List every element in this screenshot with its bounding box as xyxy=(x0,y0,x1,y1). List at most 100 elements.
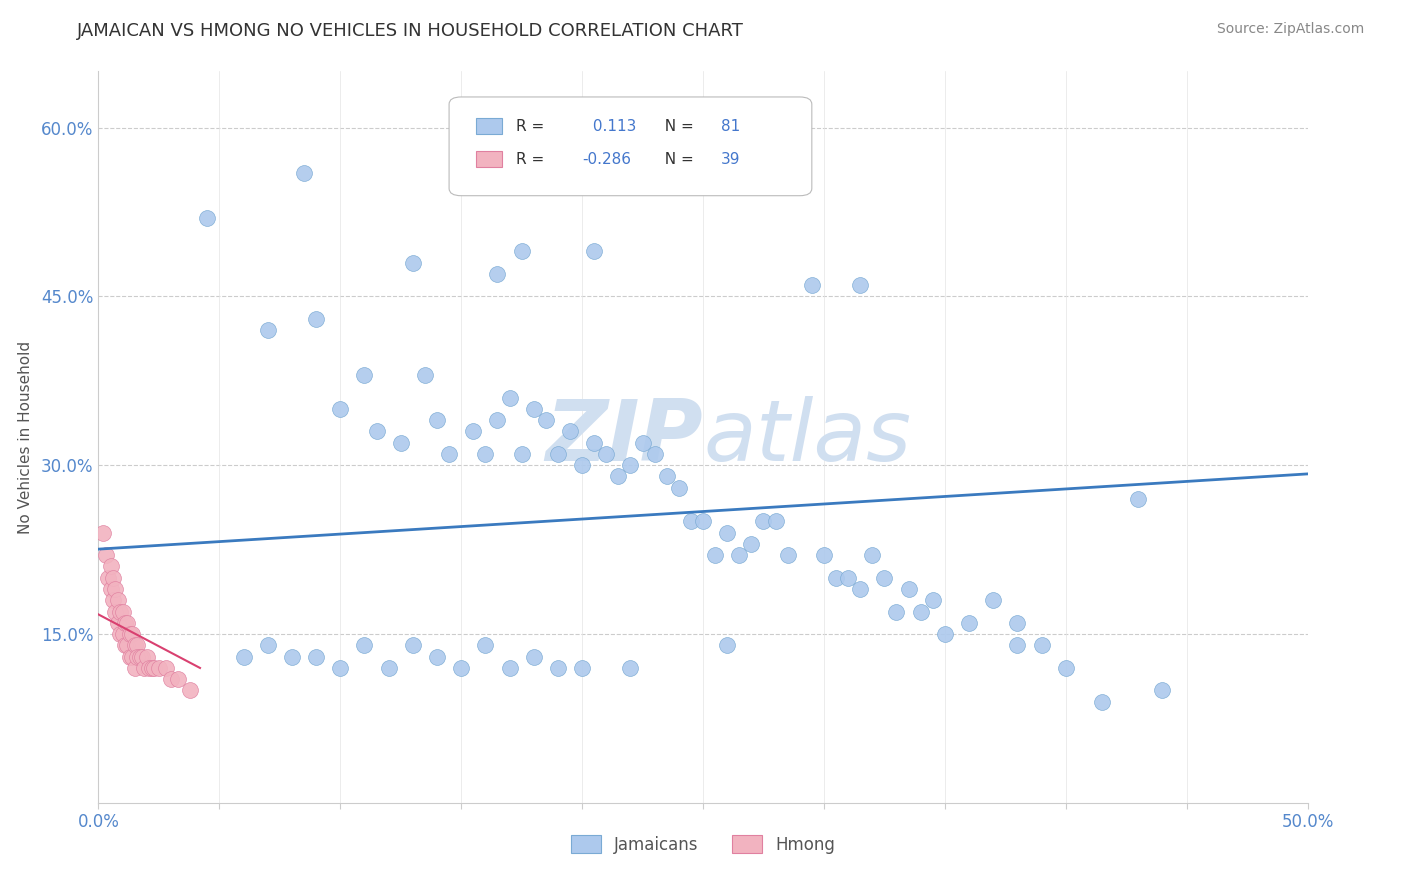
Point xyxy=(329,661,352,675)
Point xyxy=(97,571,120,585)
Point xyxy=(523,649,546,664)
Point xyxy=(101,571,124,585)
Point xyxy=(692,515,714,529)
Point xyxy=(704,548,727,562)
Point xyxy=(117,638,139,652)
Point xyxy=(934,627,956,641)
Point xyxy=(619,661,641,675)
Point xyxy=(765,515,787,529)
Text: R =: R = xyxy=(516,152,548,167)
Point xyxy=(128,649,150,664)
Point xyxy=(837,571,859,585)
Point xyxy=(1007,638,1029,652)
Point xyxy=(108,605,131,619)
Point xyxy=(127,638,149,652)
Point xyxy=(474,638,496,652)
Point xyxy=(716,638,738,652)
Point xyxy=(571,458,593,473)
Point xyxy=(752,515,775,529)
Point xyxy=(547,661,569,675)
Point xyxy=(619,458,641,473)
Text: JAMAICAN VS HMONG NO VEHICLES IN HOUSEHOLD CORRELATION CHART: JAMAICAN VS HMONG NO VEHICLES IN HOUSEHO… xyxy=(77,22,744,40)
Point xyxy=(104,605,127,619)
Point xyxy=(474,447,496,461)
Point xyxy=(776,548,799,562)
Point xyxy=(305,312,328,326)
Point xyxy=(118,627,141,641)
Point xyxy=(437,447,460,461)
Point xyxy=(728,548,751,562)
Point xyxy=(108,627,131,641)
Point xyxy=(583,244,606,259)
Point xyxy=(583,435,606,450)
Point xyxy=(107,615,129,630)
Point xyxy=(114,638,136,652)
Point xyxy=(124,661,146,675)
Point xyxy=(366,425,388,439)
Point xyxy=(1007,615,1029,630)
Point xyxy=(111,627,134,641)
Point xyxy=(655,469,678,483)
Point xyxy=(155,661,177,675)
Point xyxy=(148,661,170,675)
Point xyxy=(716,525,738,540)
Point xyxy=(897,582,920,596)
Point xyxy=(498,661,520,675)
Point xyxy=(1054,661,1077,675)
Point xyxy=(849,278,872,293)
Point xyxy=(402,638,425,652)
Text: Source: ZipAtlas.com: Source: ZipAtlas.com xyxy=(1216,22,1364,37)
Point xyxy=(595,447,617,461)
Point xyxy=(121,649,143,664)
Point xyxy=(100,582,122,596)
Point xyxy=(426,649,449,664)
Point xyxy=(94,548,117,562)
Point xyxy=(377,661,399,675)
FancyBboxPatch shape xyxy=(449,97,811,195)
Point xyxy=(127,649,149,664)
Point xyxy=(107,593,129,607)
Point xyxy=(167,672,190,686)
Point xyxy=(1031,638,1053,652)
Point xyxy=(426,413,449,427)
Point xyxy=(117,615,139,630)
Point xyxy=(558,425,581,439)
Point xyxy=(571,661,593,675)
Point xyxy=(679,515,702,529)
Point xyxy=(523,401,546,416)
Point xyxy=(111,605,134,619)
Text: N =: N = xyxy=(655,152,699,167)
Point xyxy=(104,582,127,596)
Point xyxy=(668,481,690,495)
FancyBboxPatch shape xyxy=(475,151,502,167)
Point xyxy=(631,435,654,450)
Point xyxy=(292,166,315,180)
Point xyxy=(413,368,436,383)
Point xyxy=(607,469,630,483)
Point xyxy=(957,615,980,630)
Point xyxy=(800,278,823,293)
Point xyxy=(138,661,160,675)
Point xyxy=(510,447,533,461)
Point xyxy=(160,672,183,686)
Point xyxy=(486,267,509,281)
Point xyxy=(450,661,472,675)
Point xyxy=(305,649,328,664)
Point xyxy=(486,413,509,427)
Legend: Jamaicans, Hmong: Jamaicans, Hmong xyxy=(564,829,842,860)
Point xyxy=(124,638,146,652)
Point xyxy=(91,525,114,540)
Point xyxy=(329,401,352,416)
Point xyxy=(118,649,141,664)
Text: N =: N = xyxy=(655,119,699,134)
Point xyxy=(886,605,908,619)
Text: 81: 81 xyxy=(721,119,741,134)
Text: 39: 39 xyxy=(721,152,741,167)
Point xyxy=(114,615,136,630)
Point xyxy=(121,627,143,641)
Point xyxy=(256,323,278,337)
Text: R =: R = xyxy=(516,119,548,134)
Point xyxy=(644,447,666,461)
Text: 0.113: 0.113 xyxy=(588,119,637,134)
Point xyxy=(141,661,163,675)
